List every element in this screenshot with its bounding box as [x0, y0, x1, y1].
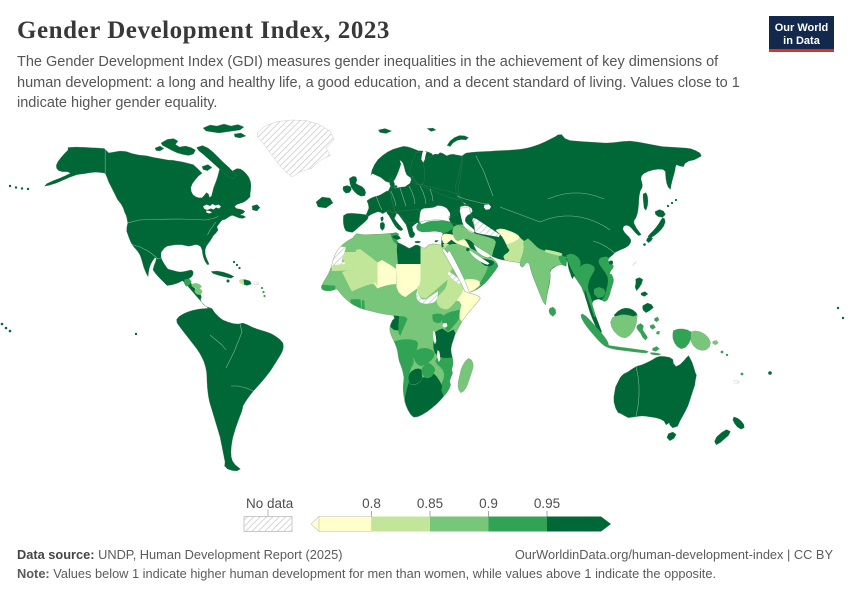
svg-text:0.9: 0.9: [479, 496, 498, 511]
svg-text:No data: No data: [246, 496, 294, 511]
svg-text:0.8: 0.8: [362, 496, 381, 511]
svg-text:0.85: 0.85: [417, 496, 443, 511]
svg-text:0.95: 0.95: [534, 496, 560, 511]
